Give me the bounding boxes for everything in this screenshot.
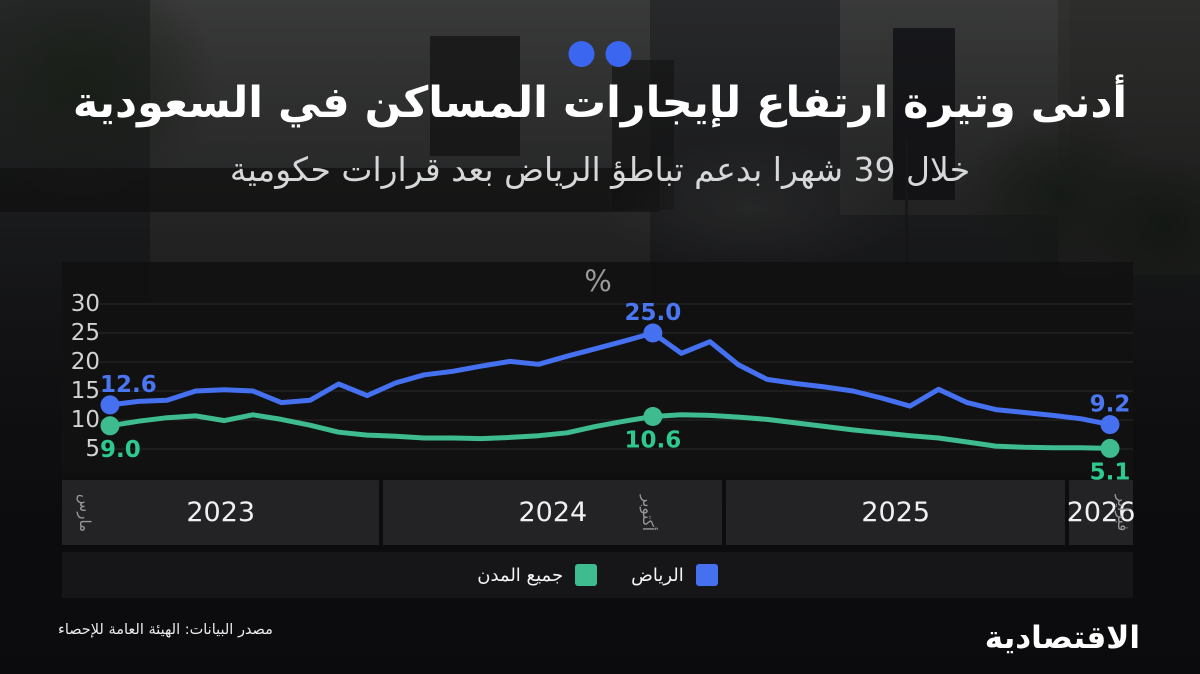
data-point [100, 416, 120, 436]
y-tick-label: 25 [70, 320, 100, 346]
series-line-0 [107, 330, 1113, 428]
year-text: 2025 [861, 497, 931, 528]
data-point-label: 25.0 [624, 300, 681, 326]
year-label-2023: 2023 [62, 480, 380, 545]
y-tick-label: 20 [70, 349, 100, 375]
data-point-label: 12.6 [100, 372, 157, 398]
data-point [1100, 415, 1120, 435]
publisher-logo: الاقتصادية [984, 620, 1141, 656]
brand-dots-icon [568, 41, 632, 67]
year-text: 2026 [1066, 497, 1136, 528]
legend: الرياض جميع المدن [62, 552, 1133, 598]
data-point-label: 9.2 [1090, 392, 1131, 418]
legend-item: جميع المدن [477, 564, 598, 586]
data-point [1100, 438, 1120, 458]
page-title: أدنى وتيرة ارتفاع لإيجارات المساكن في ال… [72, 78, 1128, 128]
dot-icon [568, 41, 595, 67]
legend-swatch-icon [695, 564, 718, 586]
y-tick-label: 5 [85, 436, 100, 462]
month-marker-label: أكتوبر [638, 494, 657, 531]
data-point [100, 395, 120, 415]
dot-icon [605, 41, 632, 67]
data-point-label: 10.6 [624, 428, 681, 454]
year-label-2024: 2024 [383, 480, 723, 545]
month-marker-label: فبراير [1114, 494, 1132, 531]
source-note: مصدر البيانات: الهيئة العامة للإحصاء [58, 622, 273, 638]
y-tick-label: 15 [70, 378, 100, 404]
legend-label: الرياض [631, 564, 684, 586]
data-point [643, 323, 663, 343]
chart-panel: % 30 25 20 15 10 5 12.6 25.0 9.2 9.0 10.6 5.1 [62, 262, 1133, 485]
y-tick-label: 30 [70, 291, 100, 317]
data-point-label: 9.0 [100, 437, 141, 463]
unit-label: % [584, 264, 612, 298]
series-line-1 [107, 412, 1113, 451]
year-label-2025: 2025 [726, 480, 1066, 545]
year-text: 2024 [518, 497, 588, 528]
year-text: 2023 [186, 497, 256, 528]
x-axis-year-band: 2023 2024 2025 2026 مارس أكتوبر فبراير [62, 480, 1136, 545]
line-chart: 12.625.09.29.0 10.65.1 [98, 300, 1133, 485]
page-subtitle: خلال 39 شهرا بدعم تباطؤ الرياض بعد قرارا… [229, 150, 971, 189]
month-marker-label: مارس [76, 493, 94, 532]
legend-item: الرياض [631, 564, 718, 586]
y-tick-label: 10 [70, 407, 100, 433]
legend-swatch-icon [575, 564, 598, 586]
legend-label: جميع المدن [477, 564, 564, 586]
year-label-2026: 2026 [1066, 480, 1136, 545]
data-point [643, 407, 663, 427]
